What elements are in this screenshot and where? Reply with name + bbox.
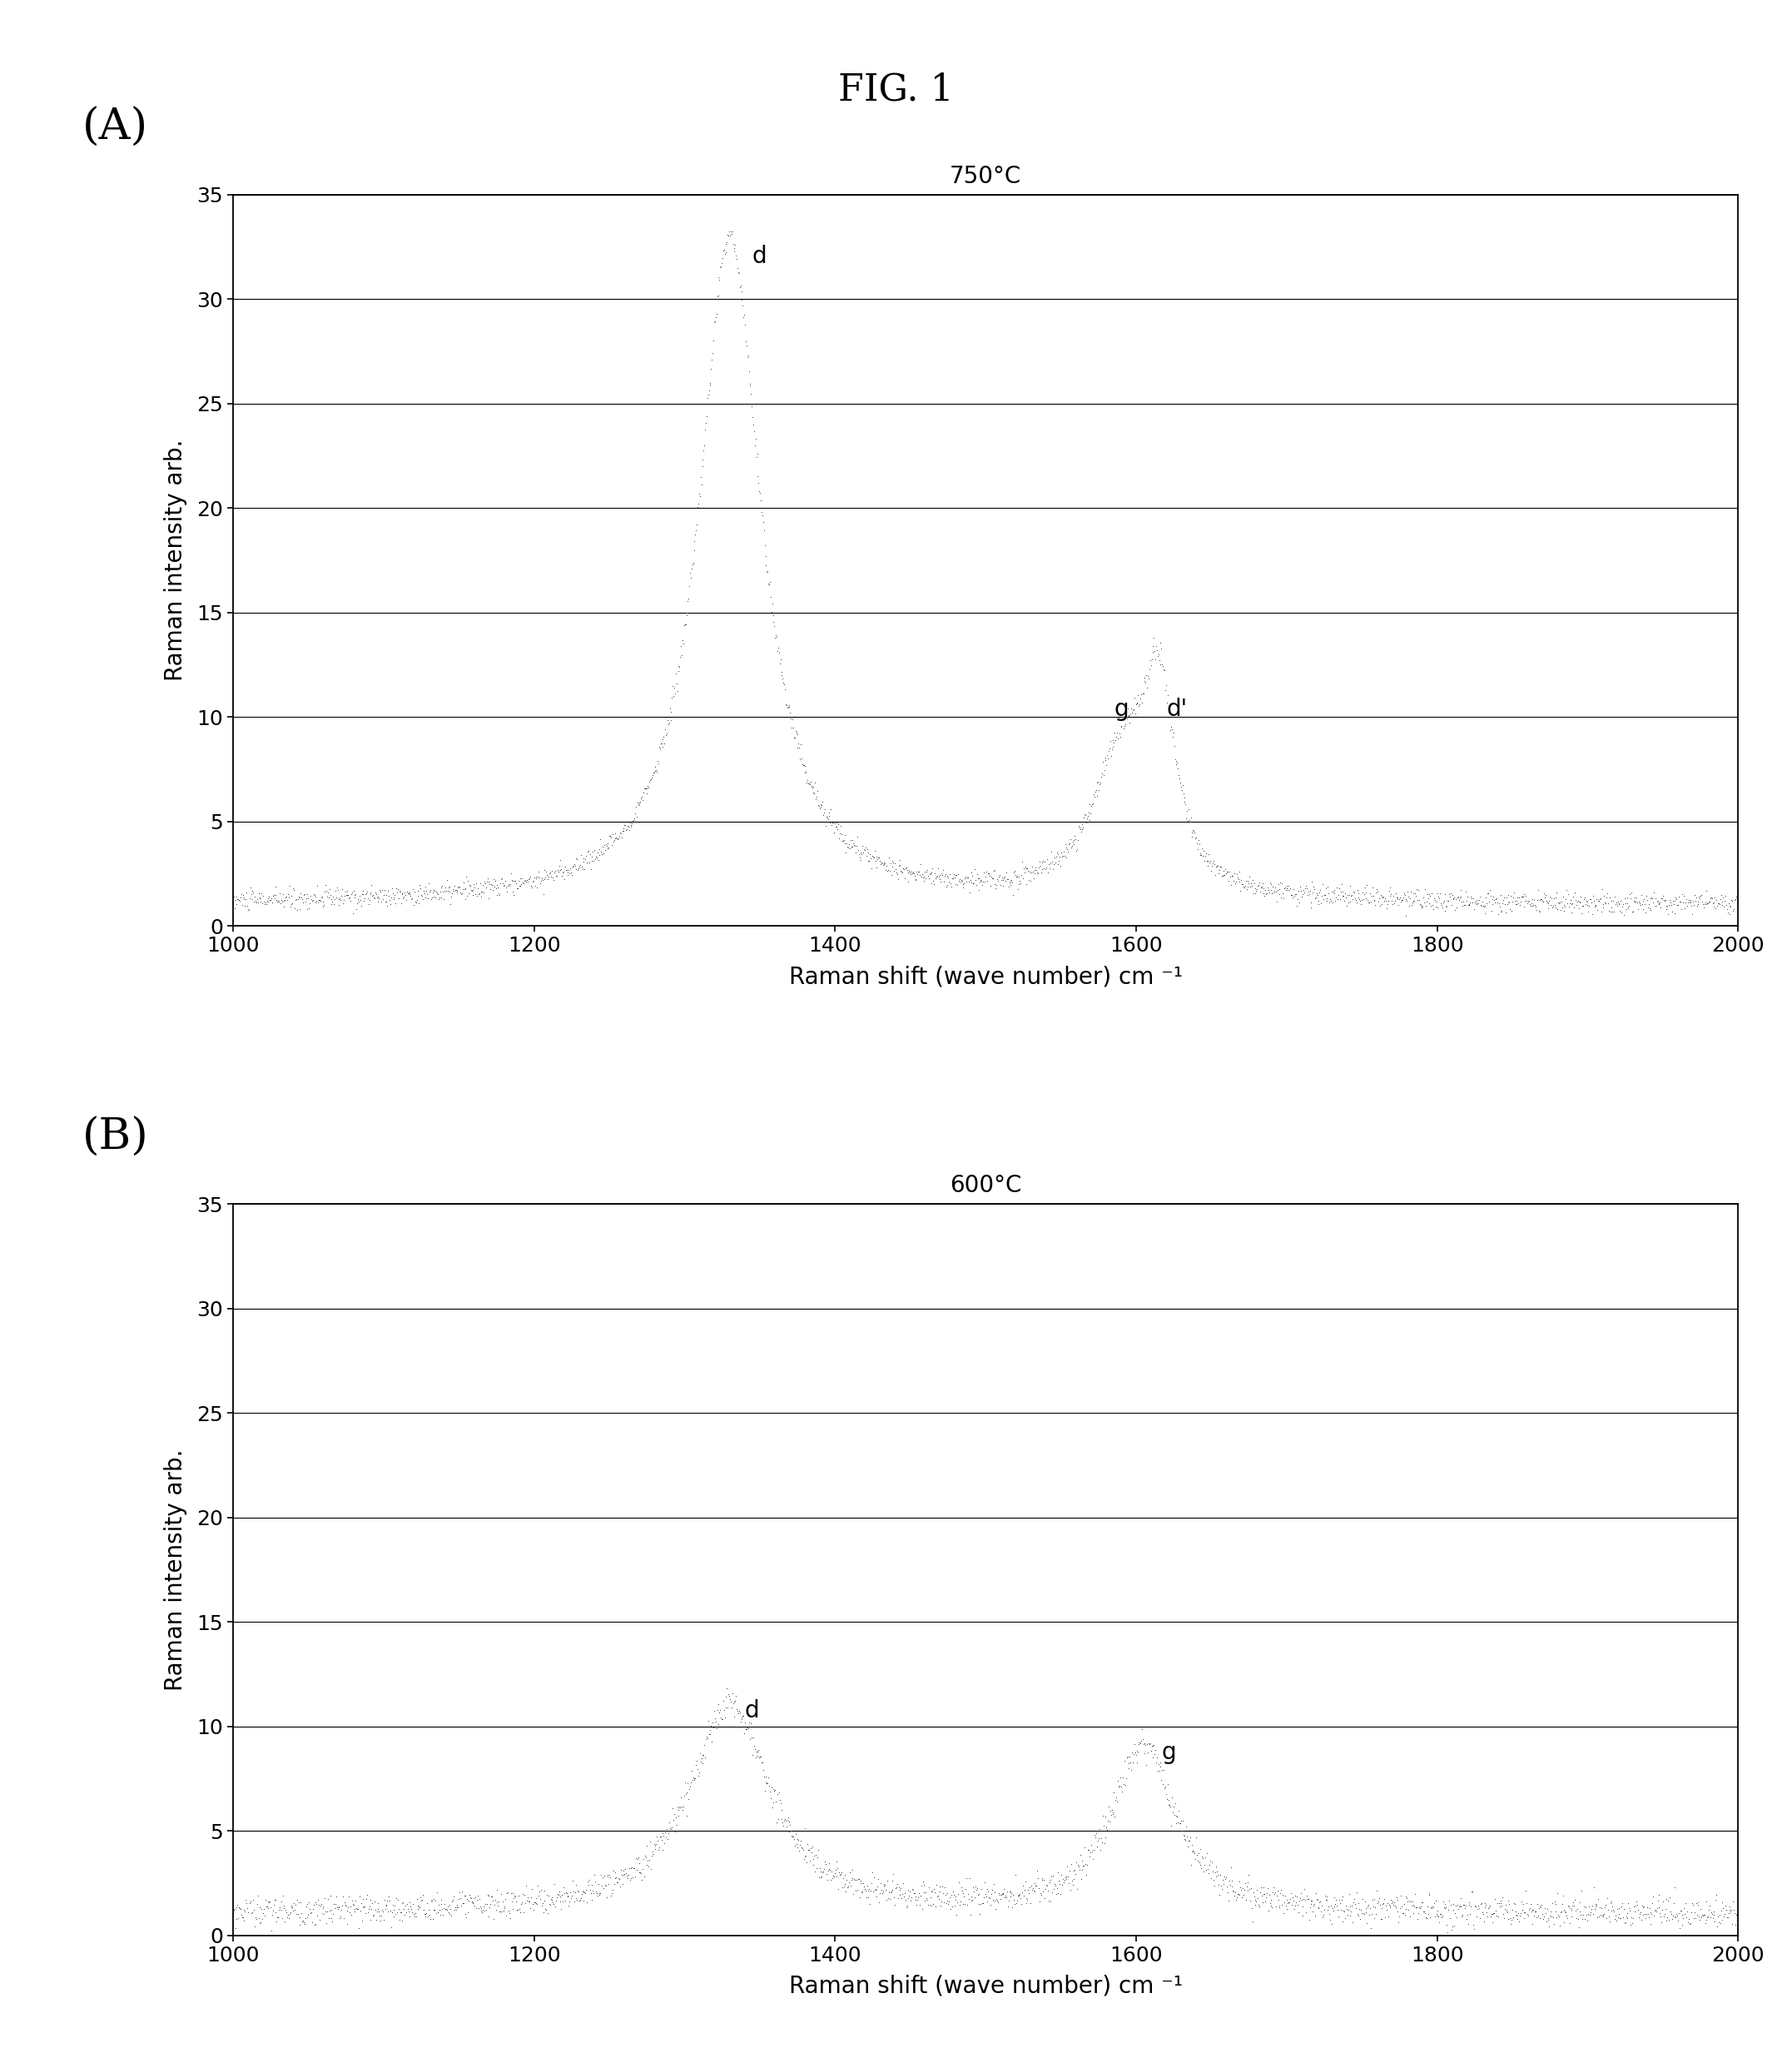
Text: d': d' [1167,698,1186,721]
Text: d: d [753,244,767,268]
X-axis label: Raman shift (wave number) cm ⁻¹: Raman shift (wave number) cm ⁻¹ [788,1974,1183,1997]
Text: g: g [1115,698,1129,721]
Text: FIG. 1: FIG. 1 [839,72,953,109]
Title: 750°C: 750°C [950,164,1021,188]
Text: (A): (A) [82,106,149,150]
Title: 600°C: 600°C [950,1174,1021,1198]
Text: (B): (B) [82,1116,149,1159]
Y-axis label: Raman intensity arb.: Raman intensity arb. [165,440,188,682]
X-axis label: Raman shift (wave number) cm ⁻¹: Raman shift (wave number) cm ⁻¹ [788,965,1183,989]
Text: g: g [1161,1741,1176,1763]
Y-axis label: Raman intensity arb.: Raman intensity arb. [165,1448,188,1690]
Text: d: d [745,1700,760,1722]
